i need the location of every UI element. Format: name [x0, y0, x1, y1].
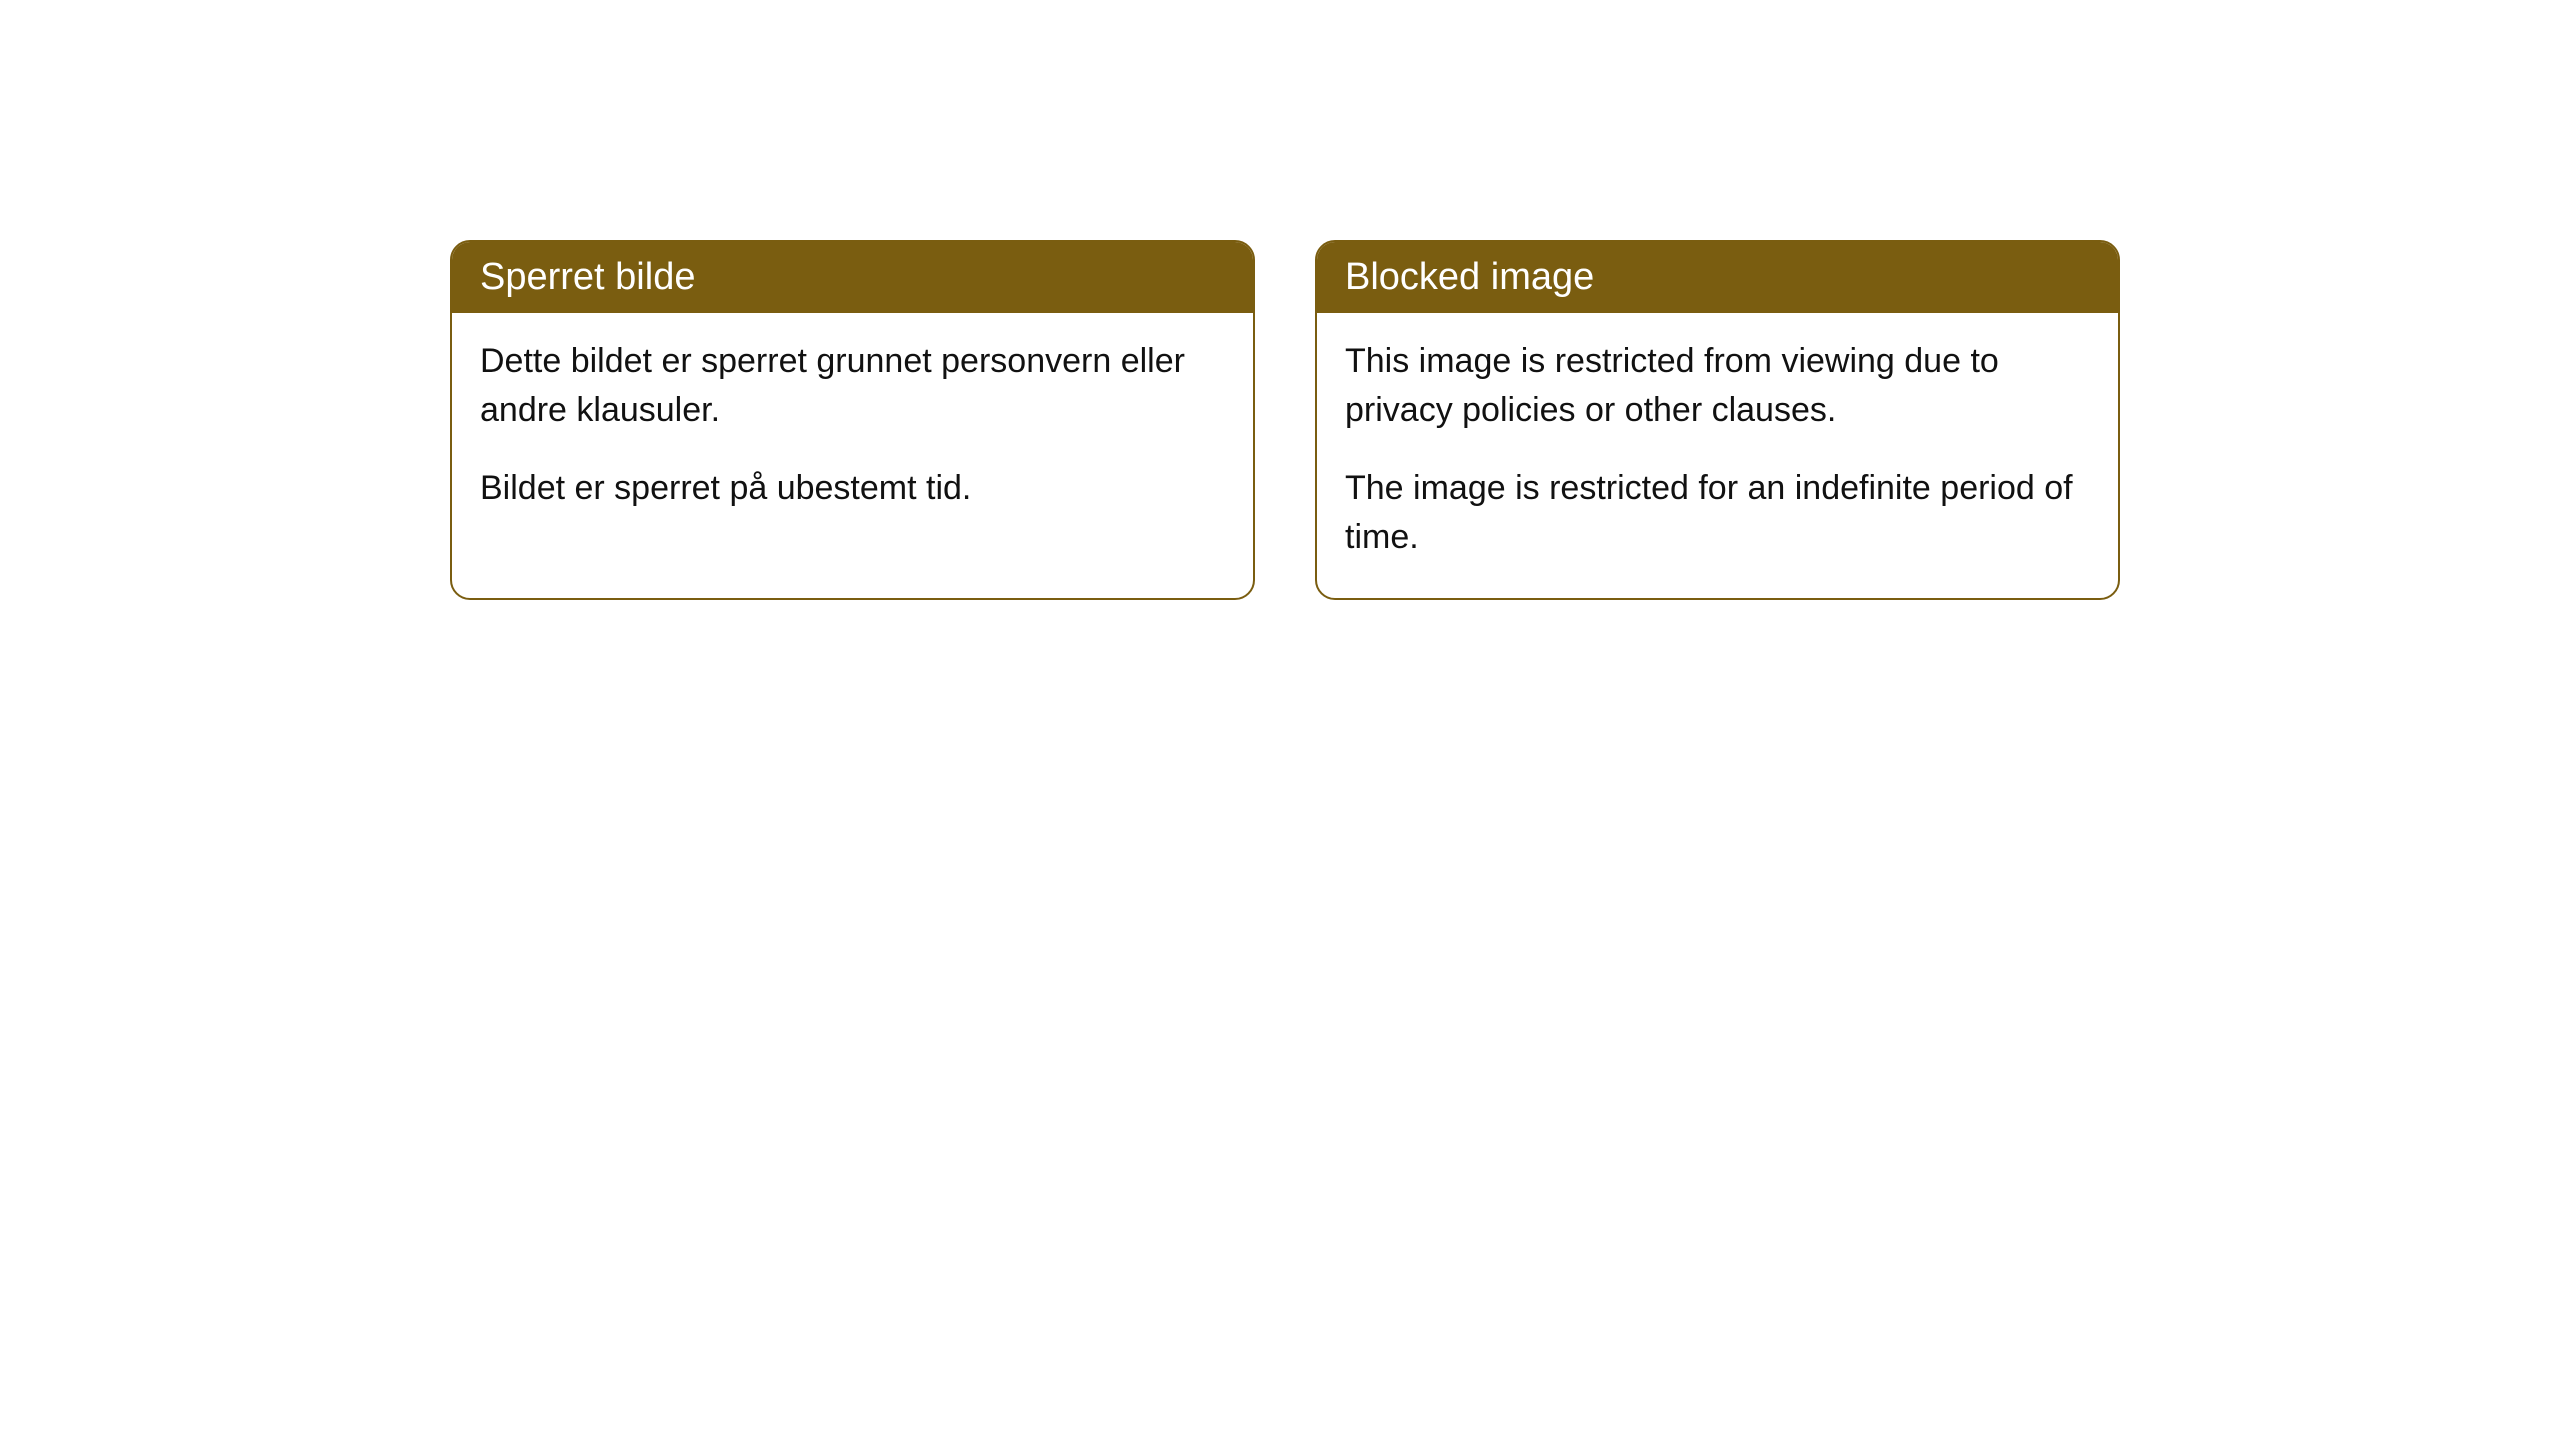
card-paragraph: Dette bildet er sperret grunnet personve… — [480, 337, 1225, 436]
card-body: Dette bildet er sperret grunnet personve… — [452, 313, 1253, 549]
notice-card-english: Blocked image This image is restricted f… — [1315, 240, 2120, 600]
card-body: This image is restricted from viewing du… — [1317, 313, 2118, 598]
notice-card-norwegian: Sperret bilde Dette bildet er sperret gr… — [450, 240, 1255, 600]
card-paragraph: The image is restricted for an indefinit… — [1345, 464, 2090, 563]
card-header: Sperret bilde — [452, 242, 1253, 313]
notice-cards-container: Sperret bilde Dette bildet er sperret gr… — [0, 0, 2560, 600]
card-paragraph: Bildet er sperret på ubestemt tid. — [480, 464, 1225, 513]
card-header: Blocked image — [1317, 242, 2118, 313]
card-paragraph: This image is restricted from viewing du… — [1345, 337, 2090, 436]
